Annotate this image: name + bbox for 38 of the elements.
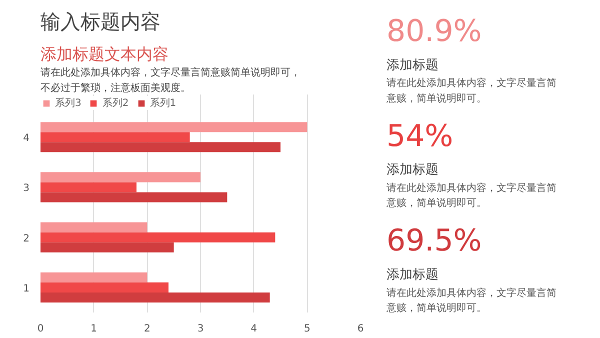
legend-label: 系列3 bbox=[55, 96, 82, 110]
x-tick-label: 5 bbox=[304, 324, 310, 334]
text: 添加标题 bbox=[386, 162, 438, 178]
x-tick-label: 4 bbox=[250, 324, 258, 334]
bar bbox=[40, 122, 308, 132]
bar bbox=[40, 132, 190, 142]
x-tick-label: 3 bbox=[197, 324, 204, 334]
chart-title: 添加标题文本内容 bbox=[40, 44, 168, 64]
bar bbox=[40, 192, 228, 202]
y-tick-label: 1 bbox=[23, 283, 30, 294]
legend-label: 系列2 bbox=[102, 96, 129, 110]
text: 添加标题 bbox=[386, 268, 438, 283]
text: 请在此处添加具体内容，文字尽量言简意赅，简单说明即可。 bbox=[386, 77, 556, 104]
text: 添加标题 bbox=[386, 58, 438, 73]
text: 54% bbox=[386, 118, 454, 154]
legend-label: 系列1 bbox=[150, 96, 176, 110]
text: 请在此处添加具体内容，文字尽量言简意赅，简单说明即可。 bbox=[386, 286, 556, 314]
x-tick-label: 1 bbox=[90, 324, 98, 334]
bar bbox=[40, 142, 280, 152]
y-tick-label: 4 bbox=[23, 133, 30, 144]
text: 输入标题内容 bbox=[40, 10, 160, 34]
text: 69.5% bbox=[386, 224, 482, 259]
text: 80.9% bbox=[386, 14, 482, 50]
bar bbox=[40, 292, 270, 302]
bar bbox=[40, 282, 168, 292]
x-tick-label: 0 bbox=[37, 324, 44, 334]
text: 请在此处添加具体内容，文字尽量言简意赅，简单说明即可。 bbox=[386, 182, 556, 210]
y-tick-label: 3 bbox=[23, 183, 30, 194]
x-tick-label: 2 bbox=[144, 324, 150, 334]
bar bbox=[40, 172, 200, 182]
x-tick-label: 6 bbox=[357, 324, 364, 334]
bar bbox=[40, 242, 174, 252]
y-tick-label: 2 bbox=[23, 233, 30, 244]
bar bbox=[40, 232, 276, 242]
bar bbox=[40, 222, 148, 232]
bar bbox=[40, 272, 148, 282]
chart-subtitle: 请在此处添加具体内容，文字尽量言简意赅简单说明即可，不必过于繁琐，注意板面美观度。 bbox=[40, 66, 300, 94]
bar bbox=[40, 182, 136, 192]
